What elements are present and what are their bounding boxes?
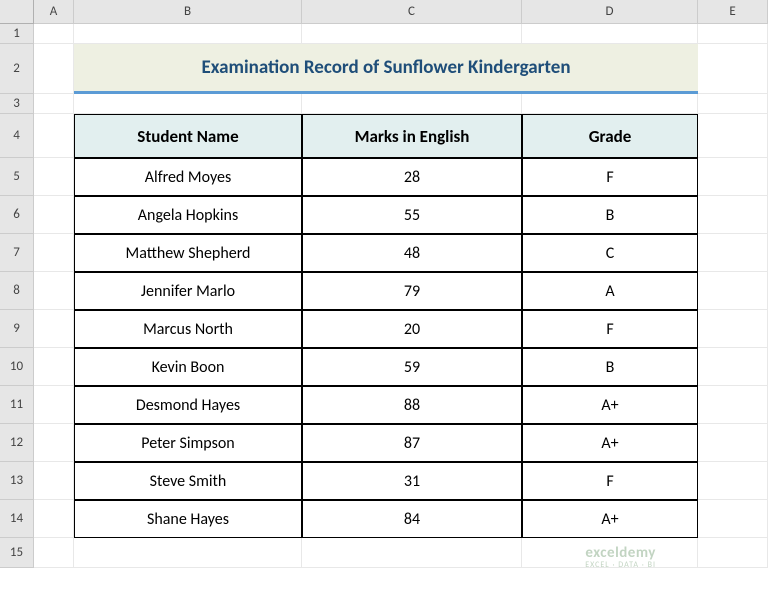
table-row[interactable]: Matthew Shepherd [74, 234, 302, 272]
header-grade[interactable]: Grade [522, 114, 698, 158]
row-header-10[interactable]: 10 [0, 348, 34, 386]
table-row[interactable]: B [522, 348, 698, 386]
table-row[interactable]: 59 [302, 348, 522, 386]
cell-A14[interactable] [34, 500, 74, 538]
cell-E1[interactable] [698, 24, 768, 44]
table-row[interactable]: C [522, 234, 698, 272]
col-header-E[interactable]: E [698, 0, 768, 24]
cell-E14[interactable] [698, 500, 768, 538]
row-header-8[interactable]: 8 [0, 272, 34, 310]
cell-C3[interactable] [302, 94, 522, 114]
header-marks[interactable]: Marks in English [302, 114, 522, 158]
cell-C15[interactable] [302, 538, 522, 568]
table-row[interactable]: Shane Hayes [74, 500, 302, 538]
cell-A15[interactable] [34, 538, 74, 568]
row-header-15[interactable]: 15 [0, 538, 34, 568]
table-row[interactable]: A [522, 272, 698, 310]
cell-A11[interactable] [34, 386, 74, 424]
row-header-12[interactable]: 12 [0, 424, 34, 462]
cell-C1[interactable] [302, 24, 522, 44]
table-row[interactable]: A+ [522, 386, 698, 424]
cell-A1[interactable] [34, 24, 74, 44]
table-row[interactable]: F [522, 310, 698, 348]
cell-E10[interactable] [698, 348, 768, 386]
row-header-4[interactable]: 4 [0, 114, 34, 158]
cell-A3[interactable] [34, 94, 74, 114]
cell-D15[interactable] [522, 538, 698, 568]
cell-B15[interactable] [74, 538, 302, 568]
row-header-2[interactable]: 2 [0, 44, 34, 94]
cell-A12[interactable] [34, 424, 74, 462]
cell-A6[interactable] [34, 196, 74, 234]
table-row[interactable]: 31 [302, 462, 522, 500]
table-row[interactable]: Jennifer Marlo [74, 272, 302, 310]
cell-E15[interactable] [698, 538, 768, 568]
table-row[interactable]: Steve Smith [74, 462, 302, 500]
table-row[interactable]: 79 [302, 272, 522, 310]
cell-E3[interactable] [698, 94, 768, 114]
table-row[interactable]: F [522, 158, 698, 196]
cell-A9[interactable] [34, 310, 74, 348]
cell-A8[interactable] [34, 272, 74, 310]
table-row[interactable]: Kevin Boon [74, 348, 302, 386]
table-row[interactable]: B [522, 196, 698, 234]
cell-E4[interactable] [698, 114, 768, 158]
row-header-11[interactable]: 11 [0, 386, 34, 424]
table-row[interactable]: A+ [522, 424, 698, 462]
row-header-9[interactable]: 9 [0, 310, 34, 348]
cell-E9[interactable] [698, 310, 768, 348]
table-row[interactable]: Angela Hopkins [74, 196, 302, 234]
table-row[interactable]: 20 [302, 310, 522, 348]
cell-D1[interactable] [522, 24, 698, 44]
cell-A4[interactable] [34, 114, 74, 158]
cell-A10[interactable] [34, 348, 74, 386]
cell-E6[interactable] [698, 196, 768, 234]
col-header-A[interactable]: A [34, 0, 74, 24]
table-row[interactable]: Desmond Hayes [74, 386, 302, 424]
spreadsheet-grid: A B C D E 1 2 Examination Record of Sunf… [0, 0, 768, 568]
cell-E2[interactable] [698, 44, 768, 94]
row-header-5[interactable]: 5 [0, 158, 34, 196]
row-header-7[interactable]: 7 [0, 234, 34, 272]
table-row[interactable]: 28 [302, 158, 522, 196]
cell-E13[interactable] [698, 462, 768, 500]
header-name[interactable]: Student Name [74, 114, 302, 158]
row-header-13[interactable]: 13 [0, 462, 34, 500]
row-header-14[interactable]: 14 [0, 500, 34, 538]
cell-A13[interactable] [34, 462, 74, 500]
table-row[interactable]: 87 [302, 424, 522, 462]
table-row[interactable]: 48 [302, 234, 522, 272]
table-row[interactable]: F [522, 462, 698, 500]
col-header-B[interactable]: B [74, 0, 302, 24]
row-header-6[interactable]: 6 [0, 196, 34, 234]
table-row[interactable]: 88 [302, 386, 522, 424]
select-all-corner[interactable] [0, 0, 34, 24]
table-row[interactable]: 84 [302, 500, 522, 538]
cell-E5[interactable] [698, 158, 768, 196]
col-header-C[interactable]: C [302, 0, 522, 24]
cell-D3[interactable] [522, 94, 698, 114]
cell-E8[interactable] [698, 272, 768, 310]
cell-A5[interactable] [34, 158, 74, 196]
cell-A7[interactable] [34, 234, 74, 272]
table-row[interactable]: Alfred Moyes [74, 158, 302, 196]
row-header-3[interactable]: 3 [0, 94, 34, 114]
cell-E7[interactable] [698, 234, 768, 272]
title-cell[interactable]: Examination Record of Sunflower Kinderga… [74, 44, 698, 94]
cell-E11[interactable] [698, 386, 768, 424]
cell-E12[interactable] [698, 424, 768, 462]
cell-A2[interactable] [34, 44, 74, 94]
table-row[interactable]: 55 [302, 196, 522, 234]
col-header-D[interactable]: D [522, 0, 698, 24]
table-row[interactable]: Peter Simpson [74, 424, 302, 462]
table-row[interactable]: Marcus North [74, 310, 302, 348]
cell-B3[interactable] [74, 94, 302, 114]
cell-B1[interactable] [74, 24, 302, 44]
row-header-1[interactable]: 1 [0, 24, 34, 44]
table-row[interactable]: A+ [522, 500, 698, 538]
